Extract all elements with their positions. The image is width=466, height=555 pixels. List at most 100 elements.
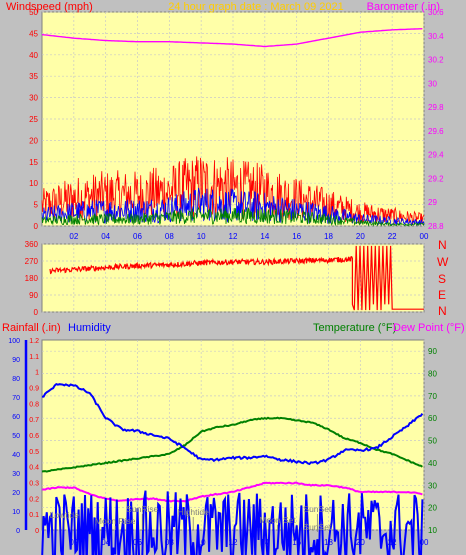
humidity-y-tick: 10 xyxy=(12,509,20,516)
temperature-axis-title: Temperature (°F) xyxy=(313,322,396,334)
rainfall-y-tick: 0.1 xyxy=(29,512,39,519)
wind-y-tick: 35 xyxy=(29,72,38,81)
barometer-y-tick: 29.4 xyxy=(428,151,444,160)
rainfall-y-tick: 1.1 xyxy=(29,354,39,361)
rainfall-y-tick: 0.4 xyxy=(29,465,39,472)
temperature-y-tick: 10 xyxy=(428,526,437,535)
rainfall-axis-title: Rainfall (.in) xyxy=(2,322,61,334)
wind-x-tick: 06 xyxy=(133,232,142,241)
climate-x-tick: 04 xyxy=(101,538,110,547)
barometer-y-tick: 29.8 xyxy=(428,103,444,112)
climate-line xyxy=(41,490,424,555)
climate-series xyxy=(41,382,424,555)
event-label: Moon Rise xyxy=(95,516,136,526)
rainfall-y-tick: 0.9 xyxy=(29,386,39,393)
temperature-y-tick: 50 xyxy=(428,437,437,446)
rainfall-y-tick: 1.2 xyxy=(29,338,39,345)
dewpoint-axis-title: Dew Point (°F) xyxy=(393,322,465,334)
barometer-y-tick: 30.6 xyxy=(428,8,444,17)
rainfall-y-tick: 0 xyxy=(35,528,39,535)
wind-x-tick: 18 xyxy=(324,232,333,241)
temperature-y-tick: 40 xyxy=(428,459,437,468)
climate-x-tick: 08 xyxy=(165,538,174,547)
axis-labels: 0510152025303540455028.82929.229.429.629… xyxy=(8,8,444,547)
wind-y-tick: 50 xyxy=(29,8,38,17)
rainfall-y-tick: 0.8 xyxy=(29,401,39,408)
direction-series xyxy=(49,245,424,311)
climate-x-tick: 06 xyxy=(133,538,142,547)
barometer-y-tick: 29.2 xyxy=(428,174,444,183)
climate-x-tick: 00 xyxy=(420,538,429,547)
event-label: SunRise xyxy=(126,504,158,514)
wind-x-tick: 00 xyxy=(420,232,429,241)
climate-x-tick: 18 xyxy=(324,538,333,547)
wind-y-tick: 25 xyxy=(29,115,38,124)
humidity-y-tick: 100 xyxy=(8,338,20,345)
event-label: SunSet xyxy=(303,522,332,532)
wind-y-tick: 30 xyxy=(29,94,38,103)
event-label: Lowtide xyxy=(50,510,80,520)
wind-x-tick: 10 xyxy=(197,232,206,241)
compass-n-top: N xyxy=(438,238,447,252)
chart-title: 24 hour graph date : March 09 2021 xyxy=(168,1,344,13)
wind-x-tick: 08 xyxy=(165,232,174,241)
temperature-y-tick: 60 xyxy=(428,414,437,423)
direction-y-tick: 180 xyxy=(25,274,39,283)
humidity-y-tick: 20 xyxy=(12,490,20,497)
event-label: Hightide xyxy=(178,507,209,517)
climate-x-tick: 20 xyxy=(356,538,365,547)
compass-e: E xyxy=(438,288,446,302)
event-label: Moon Set xyxy=(259,515,296,525)
climate-x-tick: 16 xyxy=(292,538,301,547)
astronomy-events: Lowtide Moon Rise SunRise Hightide Moon Set S… xyxy=(50,504,332,532)
barometer-axis-title: Barometer (.in) xyxy=(367,1,440,13)
climate-x-tick: 10 xyxy=(197,538,206,547)
barometer-line xyxy=(41,28,423,48)
wind-y-tick: 20 xyxy=(29,136,38,145)
barometer-y-tick: 29.6 xyxy=(428,127,444,136)
rainfall-y-tick: 0.6 xyxy=(29,433,39,440)
climate-x-tick: 02 xyxy=(69,538,78,547)
compass-s: S xyxy=(438,272,446,286)
climate-line xyxy=(42,382,424,466)
humidity-y-tick: 50 xyxy=(12,433,20,440)
wind-y-tick: 10 xyxy=(29,179,38,188)
compass-w: W xyxy=(437,255,449,269)
barometer-y-tick: 29 xyxy=(428,198,437,207)
direction-y-tick: 270 xyxy=(25,257,39,266)
humidity-axis-title: Humidity xyxy=(68,322,111,334)
humidity-y-tick: 40 xyxy=(12,452,20,459)
temperature-y-tick: 20 xyxy=(428,504,437,513)
humidity-y-tick: 0 xyxy=(16,528,20,535)
wind-x-tick: 20 xyxy=(356,232,365,241)
wind-y-tick: 40 xyxy=(29,51,38,60)
wind-axis-title: Windspeed (mph) xyxy=(6,1,93,13)
temperature-y-tick: 80 xyxy=(428,370,437,379)
humidity-y-tick: 30 xyxy=(12,471,20,478)
event-label: SunSet xyxy=(303,504,332,514)
barometer-y-tick: 30.2 xyxy=(428,56,444,65)
compass-n-bottom: N xyxy=(438,304,447,318)
rainfall-y-tick: 0.7 xyxy=(29,417,39,424)
direction-y-tick: 360 xyxy=(25,240,39,249)
barometer-y-tick: 30 xyxy=(428,79,437,88)
wind-gust-line xyxy=(41,156,425,225)
wind-x-tick: 12 xyxy=(229,232,238,241)
climate-line xyxy=(41,416,423,473)
climate-x-tick: 12 xyxy=(229,538,238,547)
humidity-y-tick: 70 xyxy=(12,395,20,402)
wind-minimum-line xyxy=(41,206,425,227)
temperature-y-tick: 30 xyxy=(428,481,437,490)
wind-y-tick: 0 xyxy=(34,222,39,231)
climate-x-tick: 14 xyxy=(260,538,269,547)
rainfall-y-tick: 0.5 xyxy=(29,449,39,456)
rainfall-y-tick: 1 xyxy=(35,370,39,377)
direction-line xyxy=(49,245,424,311)
direction-y-tick: 90 xyxy=(29,291,38,300)
wind-y-tick: 15 xyxy=(29,158,38,167)
temperature-y-tick: 70 xyxy=(428,392,437,401)
wind-x-tick: 04 xyxy=(101,232,110,241)
rainfall-y-tick: 0.2 xyxy=(29,496,39,503)
wind-x-tick: 02 xyxy=(69,232,78,241)
